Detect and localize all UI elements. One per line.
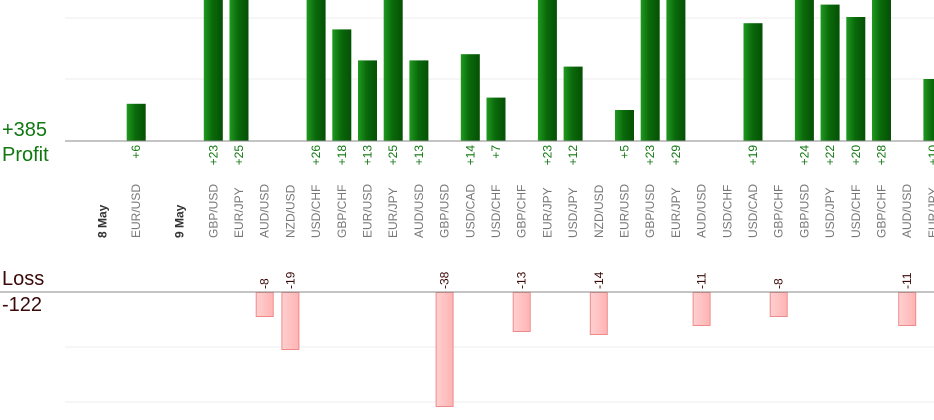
category-tick-label: USD/CHF <box>849 185 863 238</box>
profit-value-label: +19 <box>746 145 760 166</box>
profit-value-label: +13 <box>361 145 375 166</box>
profit-value-label: +12 <box>566 145 580 166</box>
profit-value-label: +24 <box>797 145 811 166</box>
loss-value-label: -19 <box>283 271 297 289</box>
profit-label: Profit <box>2 144 49 166</box>
profit-bar <box>332 29 352 141</box>
profit-bar <box>872 0 891 141</box>
profit-bar <box>820 4 840 141</box>
category-tick-label: EUR/JPY <box>232 187 246 238</box>
profit-bar <box>743 23 763 142</box>
profit-value-label: +25 <box>386 145 400 166</box>
loss-bar <box>281 292 300 350</box>
category-tick-label: AUD/USD <box>258 184 272 238</box>
loss-value-label: -8 <box>772 278 786 289</box>
loss-label: Loss <box>2 268 45 290</box>
loss-value-label: -38 <box>438 271 452 289</box>
category-tick-label: EUR/JPY <box>386 187 400 238</box>
profit-bar <box>383 0 403 141</box>
loss-bar <box>769 292 788 317</box>
profit-value-label: +5 <box>618 145 632 159</box>
bars <box>126 0 934 407</box>
category-tick-label: EUR/JPY <box>540 187 554 238</box>
profit-value-label: +10 <box>926 145 934 166</box>
date-marker-label: 9 May <box>173 204 187 238</box>
profit-bar <box>923 79 934 141</box>
category-tick-label: AUD/USD <box>412 184 426 238</box>
profit-value-label: +13 <box>412 145 426 166</box>
category-tick-label: GBP/CHF <box>515 185 529 238</box>
profit-bar <box>203 0 223 141</box>
category-tick-label: GBP/CHF <box>875 185 889 238</box>
loss-bar <box>255 292 274 317</box>
profit-value-label: +23 <box>206 145 220 166</box>
category-tick-label: USD/CHF <box>309 185 323 238</box>
loss-bar <box>692 292 711 326</box>
category-tick-label: USD/CHF <box>720 185 734 238</box>
category-tick-label: EUR/USD <box>129 184 143 238</box>
profit-value-label: +23 <box>540 145 554 166</box>
loss-value-label: -8 <box>258 278 272 289</box>
category-tick-label: GBP/CHF <box>772 185 786 238</box>
category-tick-label: GBP/USD <box>643 184 657 238</box>
profit-value-label: +26 <box>309 145 323 166</box>
loss-bar <box>898 292 917 326</box>
loss-value-label: -11 <box>695 272 709 289</box>
profit-bar <box>640 0 660 141</box>
category-tick-label: USD/CHF <box>489 185 503 238</box>
loss-value-label: -13 <box>515 271 529 289</box>
profit-value-label: +7 <box>489 145 503 159</box>
profit-value-label: +23 <box>643 145 657 166</box>
profit-value-label: +28 <box>875 145 889 166</box>
profit-bar <box>537 0 557 141</box>
loss-value-label: -14 <box>592 271 606 289</box>
profit-bar <box>563 66 583 141</box>
profit-bar <box>358 60 377 141</box>
category-tick-label: NZD/USD <box>283 184 297 238</box>
date-marker-label: 8 May <box>96 204 110 238</box>
category-tick-label: USD/JPY <box>566 187 580 238</box>
profit-value-label: +25 <box>232 145 246 166</box>
profit-bar <box>846 17 866 141</box>
category-tick-label: GBP/USD <box>797 184 811 238</box>
loss-total: -122 <box>2 294 43 316</box>
category-tick-label: EUR/JPY <box>926 187 934 238</box>
profit-value-label: +22 <box>823 145 837 166</box>
category-tick-label: USD/CAD <box>463 184 477 238</box>
category-tick-label: GBP/USD <box>206 184 220 238</box>
category-tick-label: EUR/JPY <box>669 187 683 238</box>
category-tick-label: AUD/USD <box>695 184 709 238</box>
category-tick-label: GBP/USD <box>438 184 452 238</box>
profit-bar <box>229 0 249 141</box>
category-tick-label: GBP/CHF <box>335 185 349 238</box>
profit-value-label: +20 <box>849 145 863 166</box>
profit-bar <box>486 97 506 141</box>
profit-value-label: +14 <box>463 145 477 166</box>
loss-bar <box>435 292 454 407</box>
loss-bar <box>512 292 531 332</box>
profit-bar <box>794 0 814 141</box>
profit-bar <box>460 54 480 142</box>
profit-value-label: +29 <box>669 145 683 166</box>
profit-bar <box>126 103 146 141</box>
loss-bar <box>589 292 608 335</box>
category-tick-label: EUR/USD <box>361 184 375 238</box>
category-tick-label: USD/JPY <box>823 187 837 238</box>
profit-bar <box>409 60 429 141</box>
category-tick-label: EUR/USD <box>618 184 632 238</box>
profit-bar <box>306 0 326 141</box>
profit-value-label: +18 <box>335 145 349 166</box>
profit-total: +385 <box>2 119 48 141</box>
profit-value-label: +6 <box>129 145 143 159</box>
category-tick-label: AUD/USD <box>900 184 914 238</box>
category-tick-label: USD/CAD <box>746 184 760 238</box>
profit-bar <box>615 110 634 141</box>
profit-bar <box>666 0 686 141</box>
loss-value-label: -11 <box>900 272 914 289</box>
category-tick-label: NZD/USD <box>592 184 606 238</box>
labels: +6 EUR/USD +23 GBP/USD +25 EUR/JPY -8 AUD/USD -1… <box>96 145 934 289</box>
